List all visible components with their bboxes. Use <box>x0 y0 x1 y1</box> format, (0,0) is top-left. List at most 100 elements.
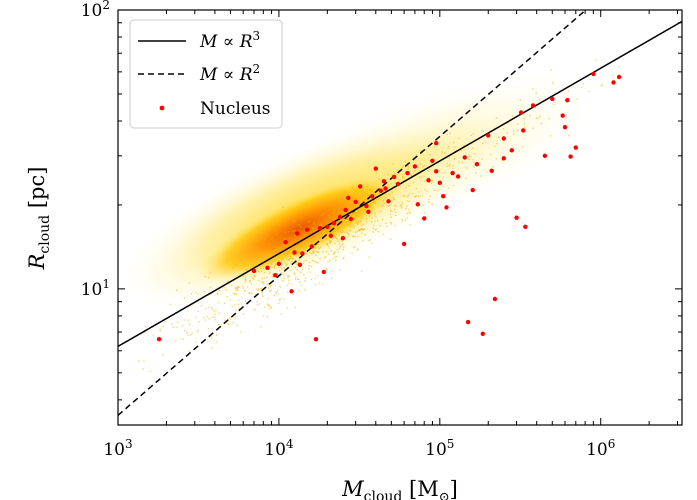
faint-point <box>327 253 330 255</box>
faint-point <box>415 188 418 190</box>
faint-point <box>281 258 284 261</box>
faint-point <box>262 315 265 317</box>
faint-point <box>195 341 197 344</box>
faint-point <box>369 238 371 241</box>
faint-point <box>420 176 423 178</box>
faint-point <box>214 316 216 319</box>
nucleus-point <box>337 214 343 220</box>
faint-point <box>316 261 319 264</box>
faint-point <box>332 212 334 215</box>
faint-point <box>294 238 297 241</box>
faint-point <box>288 258 291 261</box>
faint-point <box>250 291 253 294</box>
faint-point <box>333 208 336 211</box>
faint-point <box>382 233 384 235</box>
faint-point <box>234 317 236 319</box>
faint-point <box>357 235 359 238</box>
faint-point <box>256 253 259 255</box>
faint-point <box>270 289 273 292</box>
faint-point <box>188 282 191 284</box>
faint-point <box>237 315 239 317</box>
faint-point <box>297 239 300 242</box>
faint-point <box>357 188 359 191</box>
faint-point <box>277 266 280 268</box>
faint-point <box>611 74 614 77</box>
faint-point <box>291 260 293 263</box>
nucleus-point <box>501 136 506 141</box>
faint-point <box>307 220 310 223</box>
faint-point <box>548 117 550 120</box>
faint-point <box>333 212 336 214</box>
faint-point <box>588 90 591 93</box>
faint-point <box>284 231 287 233</box>
nucleus-point <box>616 74 622 80</box>
faint-point <box>252 309 255 311</box>
faint-point <box>280 244 283 247</box>
faint-point <box>308 268 311 270</box>
faint-point <box>378 178 380 180</box>
nucleus-point <box>289 289 294 294</box>
faint-point <box>289 255 292 258</box>
legend-swatch-nucleus <box>159 105 165 111</box>
faint-point <box>352 235 355 238</box>
faint-point <box>263 277 266 280</box>
faint-point <box>519 99 522 101</box>
faint-point <box>419 195 421 197</box>
faint-point <box>261 251 264 254</box>
faint-point <box>275 263 277 266</box>
faint-point <box>427 198 430 201</box>
faint-point <box>371 207 374 209</box>
faint-point <box>408 200 411 203</box>
faint-point <box>399 205 402 208</box>
faint-point <box>539 115 541 118</box>
faint-point <box>419 163 421 165</box>
faint-point <box>196 331 199 333</box>
faint-point <box>300 226 302 228</box>
faint-point <box>211 316 214 319</box>
faint-point <box>184 329 186 332</box>
faint-point <box>314 247 317 249</box>
faint-point <box>298 251 300 254</box>
faint-point <box>532 127 534 129</box>
faint-point <box>448 145 451 148</box>
faint-point <box>423 175 425 178</box>
nucleus-point <box>450 170 455 176</box>
faint-point <box>138 360 140 362</box>
faint-point <box>251 266 253 268</box>
nucleus-point <box>611 80 616 85</box>
faint-point <box>195 291 197 294</box>
faint-point <box>378 198 381 200</box>
faint-point <box>331 269 334 272</box>
nucleus-point <box>523 224 528 229</box>
faint-point <box>422 204 425 207</box>
faint-point <box>426 190 428 193</box>
nucleus-point <box>297 262 303 267</box>
faint-point <box>324 256 327 258</box>
nucleus-point <box>486 133 491 138</box>
axes-frame <box>117 9 683 426</box>
faint-point <box>204 275 206 278</box>
faint-point <box>466 167 468 169</box>
faint-point <box>174 340 177 342</box>
faint-point <box>347 205 350 207</box>
faint-point <box>359 221 361 223</box>
faint-point <box>362 228 365 230</box>
faint-point <box>468 155 471 158</box>
faint-point <box>490 153 492 156</box>
nucleus-point <box>317 226 323 231</box>
faint-point <box>408 168 410 171</box>
faint-point <box>372 202 375 204</box>
legend-label-nucleus: Nucleus <box>200 99 271 119</box>
faint-point <box>442 177 445 179</box>
faint-point <box>291 283 293 286</box>
series-line-m-r2 <box>118 10 587 416</box>
faint-point <box>242 275 244 278</box>
nucleus-point <box>292 250 297 255</box>
faint-point <box>313 251 315 253</box>
faint-point <box>240 251 242 254</box>
nucleus-points-layer <box>156 71 622 342</box>
faint-point <box>294 212 297 215</box>
faint-point <box>356 215 358 217</box>
faint-point <box>393 199 396 201</box>
faint-point <box>357 248 359 250</box>
